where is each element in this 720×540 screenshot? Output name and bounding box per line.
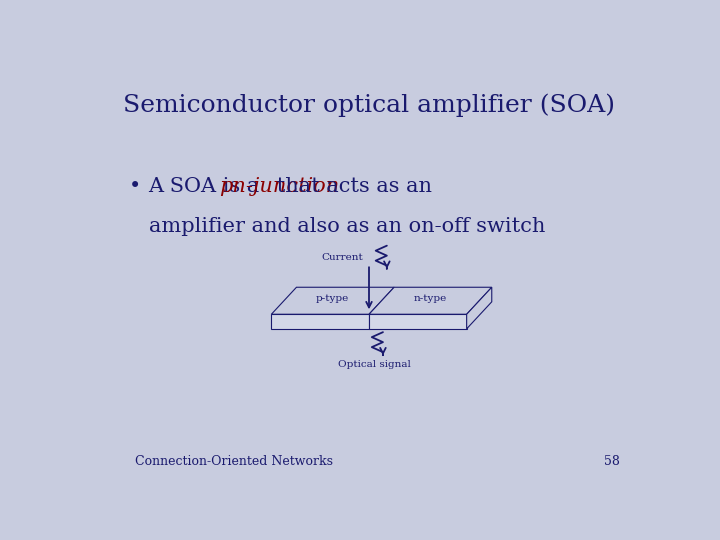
Polygon shape — [271, 287, 394, 314]
Text: n-type: n-type — [414, 294, 447, 303]
Text: Current: Current — [322, 253, 364, 262]
Text: 58: 58 — [604, 455, 620, 468]
Polygon shape — [271, 314, 369, 329]
Polygon shape — [467, 287, 492, 329]
Text: Optical signal: Optical signal — [338, 360, 411, 369]
Text: that acts as an: that acts as an — [270, 177, 432, 196]
Text: p-type: p-type — [316, 294, 349, 303]
Polygon shape — [369, 314, 467, 329]
Text: pn-junction: pn-junction — [219, 177, 339, 196]
Text: A SOA is a: A SOA is a — [148, 177, 266, 196]
Text: Semiconductor optical amplifier (SOA): Semiconductor optical amplifier (SOA) — [123, 94, 615, 117]
Polygon shape — [369, 287, 492, 314]
Text: •: • — [129, 177, 141, 196]
Text: amplifier and also as an on-off switch: amplifier and also as an on-off switch — [148, 217, 545, 235]
Text: Connection-Oriented Networks: Connection-Oriented Networks — [135, 455, 333, 468]
